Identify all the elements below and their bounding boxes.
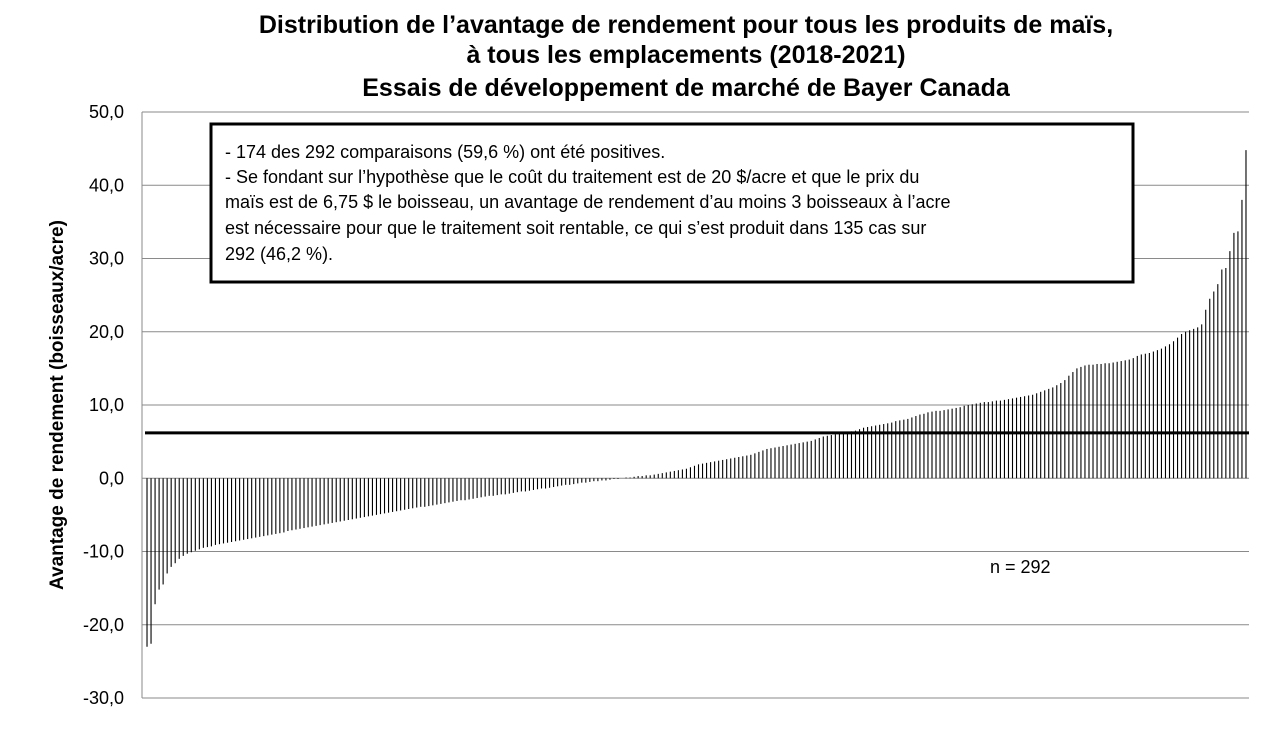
annotation-frame: [209, 122, 1135, 284]
y-tick-label: 30,0: [89, 249, 124, 269]
annotation-line-4: est nécessaire pour que le traitement so…: [225, 218, 926, 238]
y-tick-label: -20,0: [83, 615, 124, 635]
y-tick-label: 20,0: [89, 322, 124, 342]
y-tick-label: -30,0: [83, 688, 124, 708]
y-tick-label: -10,0: [83, 542, 124, 562]
annotation-line-1: - 174 des 292 comparaisons (59,6 %) ont …: [225, 142, 665, 162]
y-axis-title: Avantage de rendement (boisseaux/acre): [47, 220, 68, 590]
annotation-line-3: maïs est de 6,75 $ le boisseau, un avant…: [225, 192, 950, 212]
bars: [146, 150, 1247, 647]
annotation-line-5: 292 (46,2 %).: [225, 244, 333, 264]
y-tick-label: 10,0: [89, 395, 124, 415]
chart-title-line-1: Distribution de l’avantage de rendement …: [259, 11, 1113, 39]
y-tick-label: 50,0: [89, 102, 124, 122]
sample-size-label: n = 292: [990, 557, 1051, 577]
y-tick-label: 0,0: [99, 468, 124, 488]
annotation-line-2: - Se fondant sur l’hypothèse que le coût…: [225, 167, 919, 187]
annotation-box: - 174 des 292 comparaisons (59,6 %) ont …: [209, 122, 1135, 284]
chart-title-line-3: Essais de développement de marché de Bay…: [362, 74, 1011, 102]
y-tick-labels: 50,0 40,0 30,0 20,0 10,0 0,0 -10,0 -20,0 -30,0: [83, 102, 124, 708]
y-tick-label: 40,0: [89, 175, 124, 195]
chart-title-line-2: à tous les emplacements (2018-2021): [466, 41, 905, 69]
